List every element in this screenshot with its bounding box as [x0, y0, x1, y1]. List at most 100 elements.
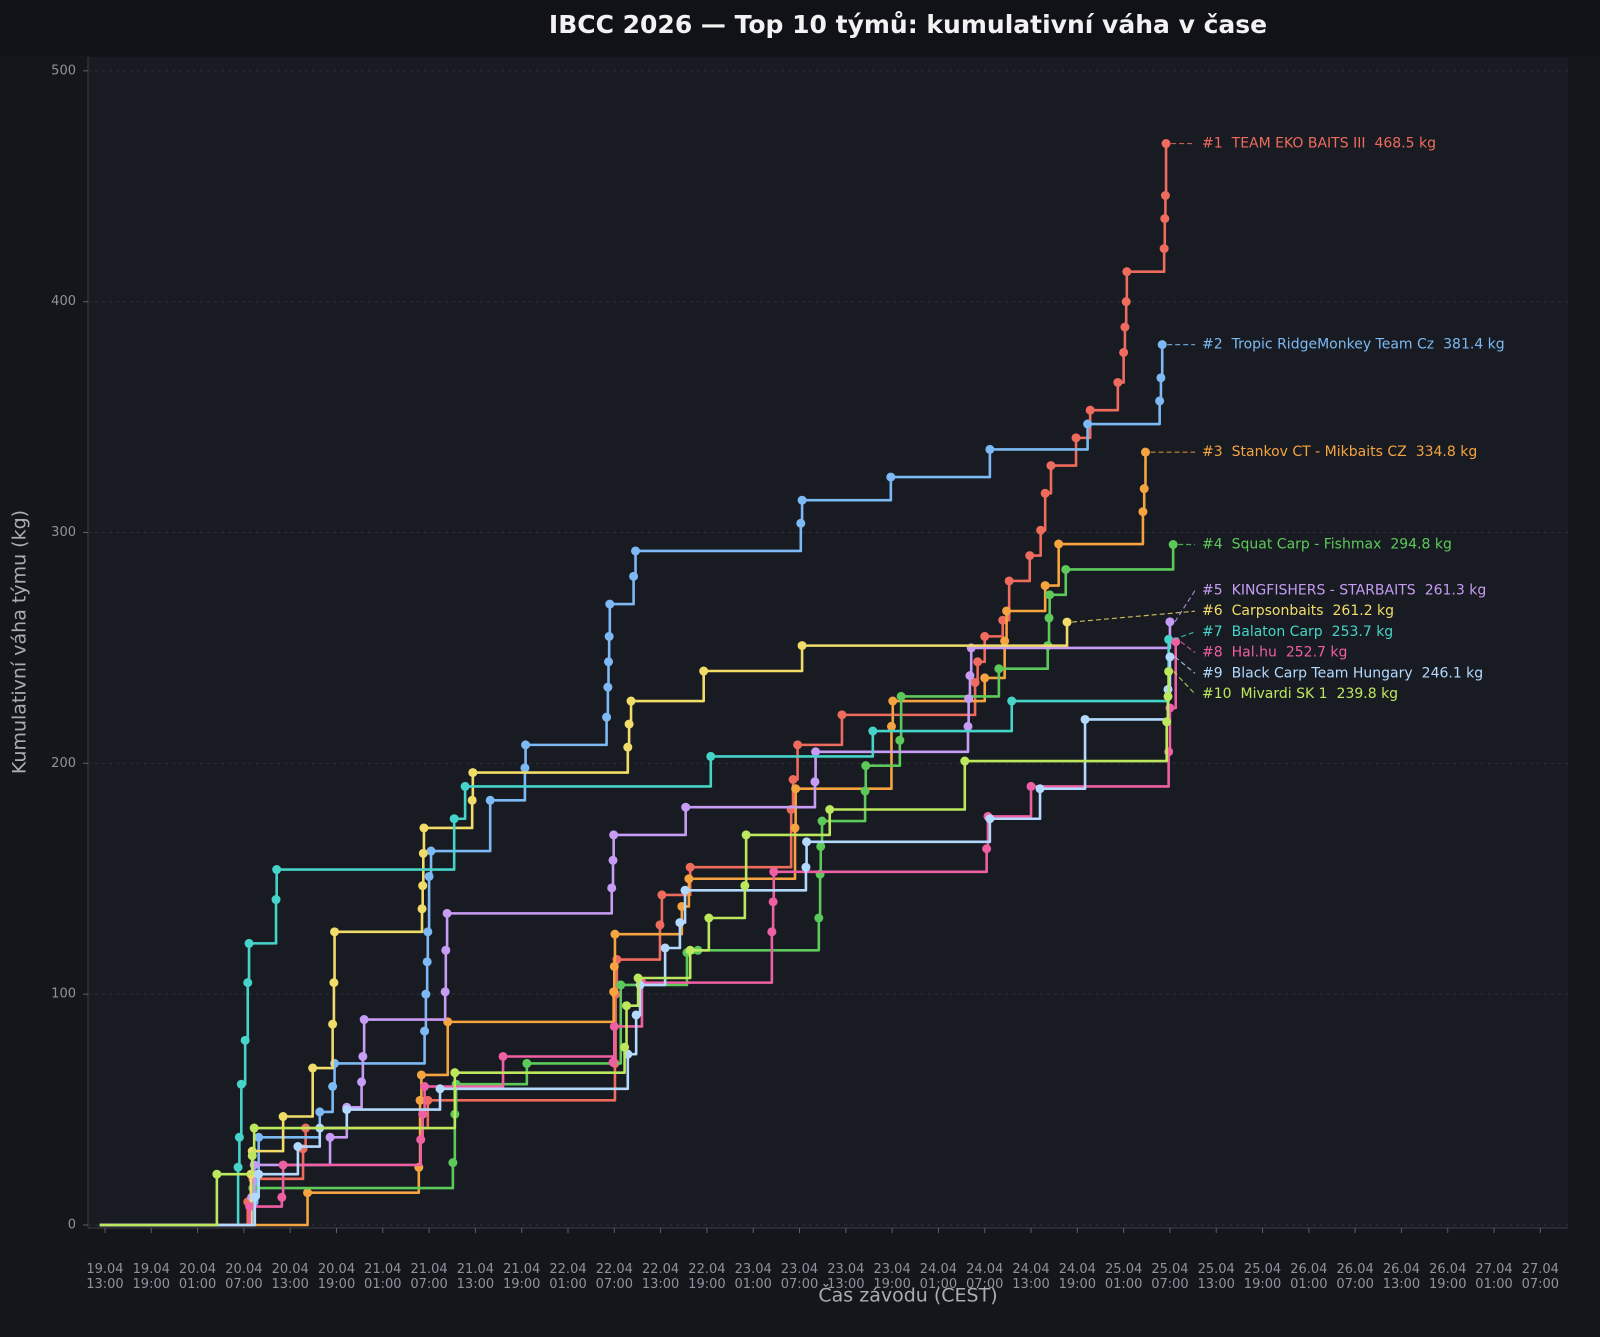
x-tick-label: 22.04 07:00 [595, 1262, 634, 1292]
catch-point [449, 814, 459, 824]
catch-point [1156, 373, 1166, 383]
catch-point [328, 1082, 338, 1092]
catch-point [415, 1095, 425, 1105]
catch-point [212, 1169, 222, 1179]
catch-point [660, 943, 670, 953]
catch-point [684, 874, 694, 884]
catch-point [609, 987, 619, 997]
catch-point [234, 1132, 244, 1142]
end-label-value: 253.7 kg [1332, 624, 1394, 640]
end-label-rank: #2 [1202, 337, 1223, 353]
x-tick-label: 20.04 19:00 [317, 1262, 356, 1292]
label-leader [1173, 631, 1196, 640]
end-label: #5 KINGFISHERS - STARBAITS 261.3 kg [1202, 582, 1486, 598]
catch-point [886, 721, 896, 731]
x-tick-label: 19.04 19:00 [132, 1262, 170, 1292]
catch-point [1113, 377, 1123, 387]
y-tick-label: 100 [51, 987, 76, 1002]
catch-point [460, 781, 470, 791]
end-label-value: 381.4 kg [1443, 337, 1505, 353]
catch-point [811, 747, 821, 757]
x-tick-label: 25.04 13:00 [1197, 1262, 1235, 1292]
catch-point [631, 1010, 641, 1020]
catch-point [418, 1109, 428, 1119]
catch-point [788, 774, 798, 784]
catch-point [1171, 637, 1181, 647]
catch-point [418, 848, 428, 858]
x-tick-label: 20.04 13:00 [271, 1262, 309, 1292]
catch-point [1159, 244, 1169, 254]
end-label-name: Black Carp Team Hungary [1232, 665, 1413, 681]
catch-point [303, 1188, 313, 1198]
catch-point [1163, 691, 1173, 701]
catch-point [793, 740, 803, 750]
x-tick-label: 21.04 19:00 [502, 1262, 541, 1292]
catch-point [278, 1160, 288, 1170]
catch-point [1061, 564, 1071, 574]
catch-point [468, 768, 478, 778]
end-label-name: KINGFISHERS - STARBAITS [1232, 582, 1416, 598]
catch-point [769, 867, 779, 877]
y-tick-label: 400 [51, 294, 76, 309]
end-label-value: 261.2 kg [1333, 603, 1395, 619]
catch-point [802, 837, 812, 847]
catch-point [1007, 696, 1017, 706]
catch-point [704, 913, 714, 923]
catch-point [417, 904, 427, 914]
catch-point [657, 890, 667, 900]
x-tick-label: 23.04 19:00 [873, 1262, 911, 1292]
end-label-rank: #10 [1202, 686, 1232, 702]
catch-point [293, 1142, 303, 1152]
catch-point [685, 945, 695, 955]
x-axis-label: Čas závodu (CEST) [818, 1283, 997, 1307]
x-tick-label: 23.04 07:00 [780, 1262, 819, 1292]
catch-point [622, 1001, 632, 1011]
catch-point [608, 1057, 618, 1067]
y-axis-label: Kumulativní váha týmu (kg) [9, 510, 31, 774]
catch-point [240, 1035, 250, 1045]
end-label: #1 TEAM EKO BAITS III 468.5 kg [1202, 136, 1436, 152]
end-label-value: 252.7 kg [1286, 645, 1348, 661]
catch-point [685, 862, 695, 872]
chart-title: IBCC 2026 — Top 10 týmů: kumulativní váh… [549, 10, 1267, 39]
catch-point [965, 671, 975, 681]
x-tick-label: 24.04 19:00 [1058, 1262, 1097, 1292]
catch-point [814, 913, 824, 923]
catch-point [801, 862, 811, 872]
catch-point [245, 1202, 255, 1212]
catch-point [817, 816, 827, 826]
catch-point [1025, 551, 1035, 561]
end-label-rank: #1 [1202, 136, 1223, 152]
x-tick-label: 26.04 13:00 [1382, 1262, 1421, 1292]
end-label-name: Tropic RidgeMonkey Team Cz [1231, 337, 1435, 353]
label-leader [1173, 671, 1196, 695]
catch-point [861, 761, 871, 771]
catch-point [680, 885, 690, 895]
catch-point [888, 696, 898, 706]
catch-point [416, 1070, 426, 1080]
catch-point [609, 961, 619, 971]
x-tick-label: 20.04 01:00 [178, 1262, 217, 1292]
end-label: #4 Squat Carp - Fishmax 294.8 kg [1202, 537, 1452, 553]
series-line [99, 641, 1178, 1227]
catch-point [985, 444, 995, 454]
catch-point [420, 1082, 430, 1092]
catch-point [655, 920, 665, 930]
catch-point [633, 973, 643, 983]
catch-point [973, 657, 983, 667]
catch-point [1165, 617, 1175, 627]
catch-point [254, 1132, 264, 1142]
catch-point [1040, 488, 1050, 498]
x-tick-label: 22.04 13:00 [641, 1262, 680, 1292]
catch-point [1085, 405, 1095, 415]
catch-point [960, 756, 970, 766]
catch-point [254, 1169, 264, 1179]
catch-point [681, 802, 691, 812]
end-label-value: 294.8 kg [1390, 537, 1452, 553]
end-label-rank: #3 [1202, 444, 1223, 460]
catch-point [994, 664, 1004, 674]
x-tick-label: 23.04 13:00 [827, 1262, 865, 1292]
label-leader [1071, 610, 1196, 623]
catch-point [886, 472, 896, 482]
end-label-name: Balaton Carp [1232, 624, 1323, 640]
